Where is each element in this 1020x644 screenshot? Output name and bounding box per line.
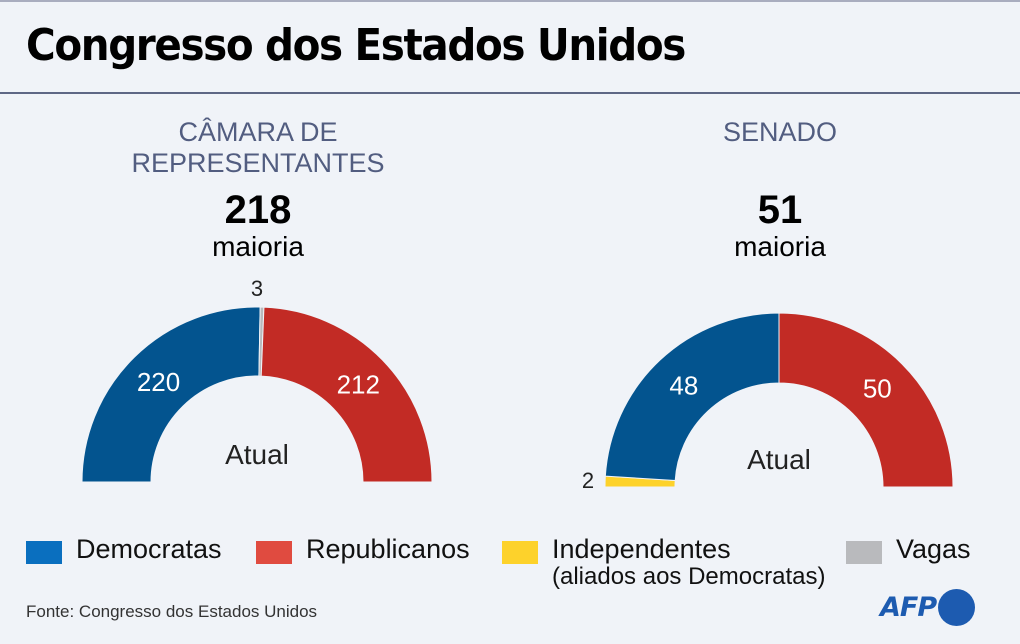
house-chart: 220 3 212 Atual (81, 276, 433, 483)
house-label-vagas: 3 (251, 276, 263, 301)
senate-label-democratas: 48 (669, 371, 698, 401)
house-title-line-2: REPRESENTANTES (131, 148, 385, 178)
senate-label-republicanos: 50 (863, 374, 892, 404)
legend-swatch-vacancies (846, 541, 882, 564)
senate-majority-number: 51 (757, 188, 803, 232)
house-majority-number: 218 (224, 188, 292, 232)
senate-title: SENADO (722, 117, 838, 147)
house-label-republicanos: 212 (337, 370, 380, 400)
legend-label-republicans: Republicanos (306, 534, 470, 564)
senate-segment-republicanos (778, 312, 954, 488)
legend-sublabel-independents: (aliados aos Democratas) (552, 563, 826, 590)
senate-chart: 2 48 50 Atual (582, 312, 954, 493)
source-note: Fonte: Congresso dos Estados Unidos (26, 602, 318, 621)
senate-label-independentes: 2 (582, 468, 594, 493)
afp-logo-text: AFP (880, 592, 937, 623)
house-label-democratas: 220 (137, 367, 180, 397)
legend-item-vacancies: Vagas (846, 534, 971, 564)
house-majority-label: maioria (212, 231, 304, 262)
house-segment-democratas (81, 306, 261, 483)
senate-center-label: Atual (747, 444, 811, 475)
house-header: CÂMARA DE REPRESENTANTES 218 maioria (108, 117, 408, 263)
legend-item-democrats: Democratas (26, 534, 222, 564)
title-divider (0, 92, 1020, 94)
senate-header: SENADO 51 maioria (630, 117, 930, 263)
top-rule (0, 0, 1020, 2)
afp-logo: AFP (880, 589, 976, 626)
legend-swatch-independents (502, 541, 538, 564)
senate-majority-label: maioria (734, 231, 826, 262)
legend-item-independents: Independentes (aliados aos Democratas) (502, 534, 825, 590)
legend-swatch-republicans (256, 541, 292, 564)
senate-segment-democratas (604, 312, 780, 482)
house-segment-republicanos (260, 306, 433, 483)
legend-label-independents: Independentes (552, 534, 731, 564)
legend-item-republicans: Republicanos (256, 534, 470, 564)
legend-label-democrats: Democratas (76, 534, 222, 564)
house-center-label: Atual (225, 439, 289, 470)
legend-label-vacancies: Vagas (896, 534, 971, 564)
legend-swatch-democrats (26, 541, 62, 564)
page-title: Congresso dos Estados Unidos (26, 20, 686, 71)
afp-logo-dot-icon (938, 589, 976, 626)
house-title-line-1: CÂMARA DE (178, 117, 338, 147)
